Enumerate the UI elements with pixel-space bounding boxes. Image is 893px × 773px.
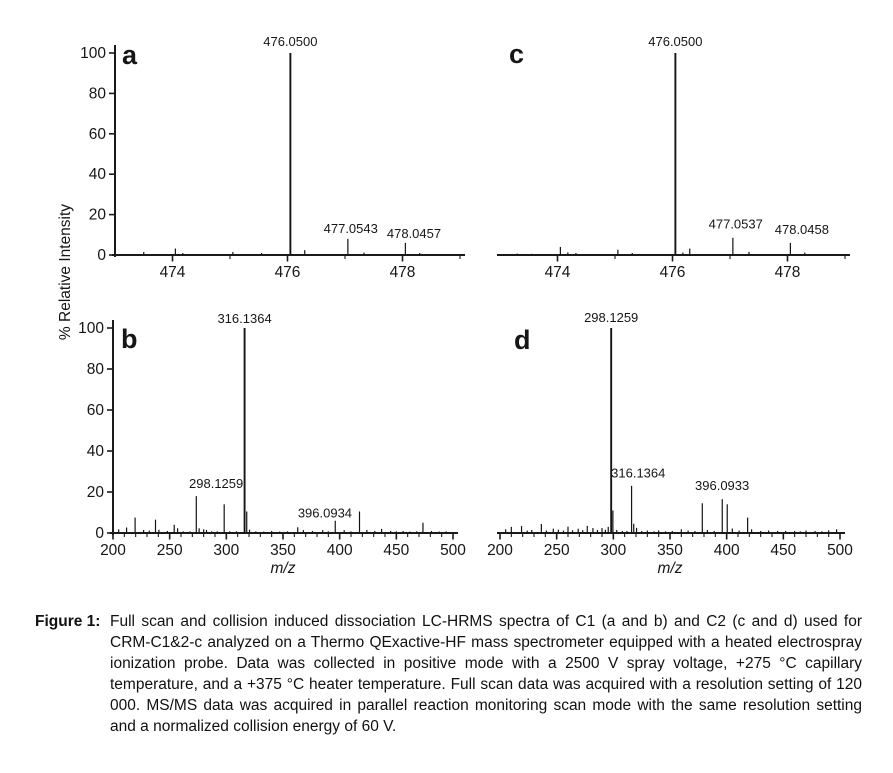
panel-a: 474 476 478 0 20 40 60 80 100 476.0500 477.0543 478… xyxy=(80,34,465,281)
x-tick-label: 200 xyxy=(100,542,126,559)
peak-label: 396.0934 xyxy=(298,506,352,521)
peak-label: 396.0933 xyxy=(695,478,749,493)
y-tick-label: 80 xyxy=(89,85,107,102)
panel-d: 200 250 300 350 400 450 500 298.1259 316.1364 396… xyxy=(487,310,853,577)
x-tick-label: 350 xyxy=(657,542,683,559)
peak-label: 476.0500 xyxy=(263,34,317,49)
x-tick-label: 250 xyxy=(544,542,570,559)
panel-b: 200 250 300 350 400 450 500 0 20 40 60 80 100 316.136… xyxy=(78,311,466,577)
mz-axis-label: m/z xyxy=(658,560,683,577)
x-tick-label: 400 xyxy=(327,542,353,559)
panel-label: c xyxy=(509,39,524,69)
x-tick-label: 200 xyxy=(487,542,513,559)
x-tick-label: 300 xyxy=(600,542,626,559)
x-tick-label: 474 xyxy=(160,264,186,281)
panel-label: d xyxy=(514,325,531,355)
x-tick-label: 500 xyxy=(827,542,853,559)
y-tick-label: 60 xyxy=(89,126,107,143)
x-tick-label: 476 xyxy=(275,264,301,281)
peak-label: 478.0457 xyxy=(387,226,441,241)
y-tick-label: 60 xyxy=(87,402,105,419)
x-tick-label: 476 xyxy=(660,264,686,281)
peak-label: 316.1364 xyxy=(611,466,665,481)
y-tick-label: 40 xyxy=(87,443,105,460)
peak-label: 298.1259 xyxy=(584,310,638,325)
panel-c: 474 476 478 476.0500 477.0537 478.0458 c xyxy=(497,34,850,281)
panel-label: a xyxy=(122,40,138,70)
figure-caption-text: Full scan and collision induced dissocia… xyxy=(110,613,862,735)
peak-label: 476.0500 xyxy=(648,34,702,49)
peak-label: 298.1259 xyxy=(189,476,243,491)
y-tick-label: 80 xyxy=(87,361,105,378)
y-axis-title: % Relative Intensity xyxy=(57,204,74,340)
y-tick-label: 0 xyxy=(97,247,106,264)
peak-label: 316.1364 xyxy=(217,311,271,326)
figure-caption-label: Figure 1: xyxy=(35,613,101,630)
peak-label: 477.0537 xyxy=(709,217,763,232)
y-tick-label: 100 xyxy=(78,320,104,337)
x-tick-label: 478 xyxy=(390,264,416,281)
x-tick-label: 450 xyxy=(383,542,409,559)
mz-axis-label: m/z xyxy=(271,560,296,577)
x-tick-label: 250 xyxy=(157,542,183,559)
x-tick-label: 478 xyxy=(775,264,801,281)
y-tick-label: 40 xyxy=(89,166,107,183)
x-tick-label: 400 xyxy=(714,542,740,559)
x-tick-label: 450 xyxy=(770,542,796,559)
y-tick-label: 20 xyxy=(89,207,107,224)
y-tick-label: 0 xyxy=(95,525,104,542)
peak-label: 478.0458 xyxy=(775,222,829,237)
figure-caption: Figure 1: Full scan and collision induce… xyxy=(35,611,863,737)
ms-spectra-figure: 474 476 478 0 20 40 60 80 100 476.0500 477.0543 478… xyxy=(57,34,853,577)
y-tick-label: 100 xyxy=(80,45,106,62)
peak-label: 477.0543 xyxy=(324,221,378,236)
x-tick-label: 474 xyxy=(545,264,571,281)
x-tick-label: 300 xyxy=(213,542,239,559)
y-tick-label: 20 xyxy=(87,484,105,501)
x-tick-label: 350 xyxy=(270,542,296,559)
panel-label: b xyxy=(121,324,138,354)
x-tick-label: 500 xyxy=(440,542,466,559)
